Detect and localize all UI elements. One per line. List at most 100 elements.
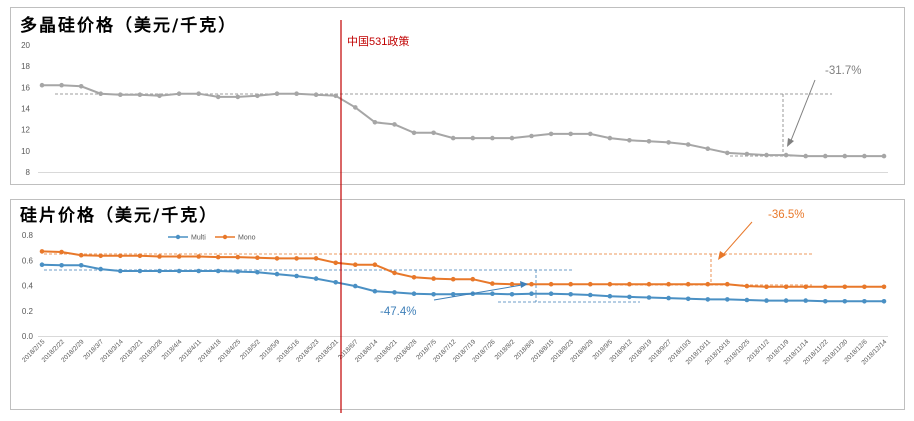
wafer-y-tick: 0.6 [22,256,34,265]
multi-point [685,296,691,302]
polysilicon-point [294,91,299,96]
polysilicon-point [548,131,554,137]
mono-point [470,276,476,282]
mono-point [744,283,750,289]
multi-point [255,269,260,275]
polysilicon-change-arrow [789,79,816,144]
multi-point [568,292,573,297]
polysilicon-point [372,120,378,125]
mono-point [862,284,867,290]
multi-point [881,299,887,304]
mono-point [431,276,436,281]
polysilicon-point [607,135,613,141]
mono-point [333,260,339,266]
multi-point [783,298,789,303]
multi-price-line [41,263,884,303]
multi-point [803,298,808,303]
polysilicon-point [509,135,515,141]
multi-point [411,291,417,297]
polysilicon-point [39,82,45,88]
mono-point [685,281,691,287]
mono-point [450,276,456,282]
multi-point [529,291,534,297]
mono-point [392,270,397,276]
mono-point [509,281,515,287]
polysilicon-point [392,122,397,127]
multi-point [98,266,103,272]
mono-point [215,254,221,260]
legend-mono-marker [222,234,228,240]
multi-point [78,263,84,268]
polysilicon-point [764,152,769,158]
multi-point [744,297,750,303]
mono-point [176,254,182,259]
polysilicon-y-tick: 14 [21,105,30,114]
polysilicon-y-tick: 20 [21,41,30,50]
polysilicon-y-tick: 12 [21,126,30,135]
wafer-y-tick: 0.4 [22,282,34,291]
legend-multi-label: Multi [191,235,206,242]
mono-point [823,284,828,290]
polysilicon-y-tick: 16 [21,83,30,92]
multi-point [313,276,319,281]
wafer-chart-title: 硅片价格（美元/千克） [20,205,218,226]
policy-label: 中国531政策 [347,34,409,48]
polysilicon-point [862,153,867,159]
multi-point [118,268,123,274]
multi-point [215,268,221,274]
polysilicon-point [255,93,260,99]
multi-point [372,288,378,294]
polysilicon-point [803,153,808,159]
multi-point [274,271,280,277]
mono-change-arrow [721,221,753,257]
polysilicon-point [196,91,201,96]
multi-point [666,295,671,301]
mono-point [548,281,554,287]
wafer-y-tick: 0.8 [22,231,34,240]
mono-point [783,284,789,290]
multi-point [157,268,162,274]
polysilicon-point [881,153,887,159]
polysilicon-point [274,91,280,96]
polysilicon-point [118,92,123,97]
mono-point [313,256,319,261]
mono-point [294,256,299,261]
mono-point [705,281,711,287]
legend-multi-marker [175,234,181,240]
mono-point [490,281,495,286]
wafer-series [39,249,887,304]
mono-point [529,281,534,287]
wafer-panel [10,199,905,410]
polysilicon-point [842,153,848,159]
mono-point [842,284,848,290]
polysilicon-y-axis: 8 10 12 14 16 18 20 [21,41,30,177]
mono-point [666,281,671,287]
mono-point [196,254,201,259]
multi-point [294,273,299,279]
polysilicon-chart-title: 多晶硅价格（美元/千克） [20,15,237,36]
polysilicon-point [490,135,495,141]
polysilicon-point [353,105,358,110]
polysilicon-point [98,91,103,96]
mono-arrow-head [718,251,726,260]
mono-point [157,254,162,259]
mono-point [881,284,887,290]
polysilicon-point [529,133,534,139]
multi-point [646,295,652,300]
multi-point [588,292,593,298]
polysilicon-point [235,94,241,100]
polysilicon-price-line [42,84,884,158]
polysilicon-point [470,135,476,141]
polysilicon-point [78,84,84,89]
multi-change-arrow [433,284,523,301]
polysilicon-point [666,140,671,145]
polysilicon-point [744,151,750,157]
wafer-y-tick: 0.2 [22,307,34,316]
polysilicon-change-label: -31.7% [825,65,861,77]
mono-point [137,253,143,259]
multi-point [607,293,613,299]
polysilicon-point [588,131,593,137]
mono-point [98,253,103,259]
polysilicon-y-tick: 18 [21,62,30,71]
